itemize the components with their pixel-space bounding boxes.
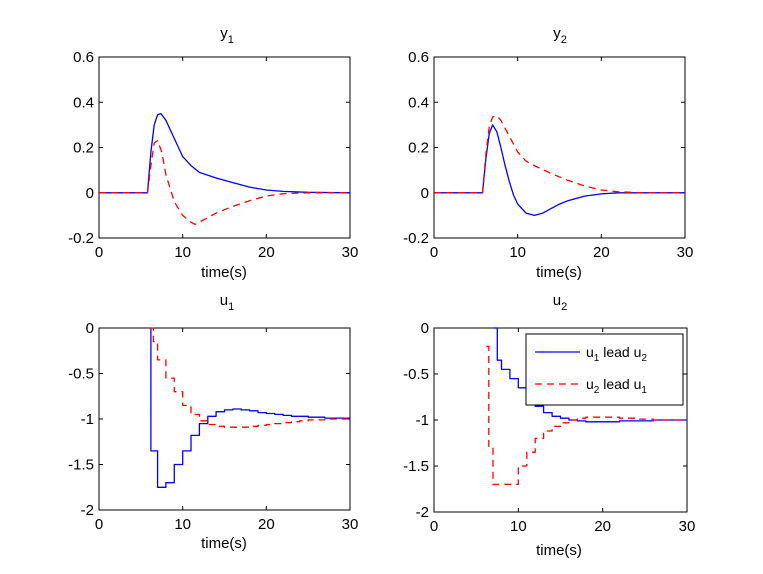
y-tick-label: 0.2 xyxy=(73,140,94,157)
x-tick-label: 0 xyxy=(95,516,103,533)
panel-u1: u1 0 10 20 30 -2 -1.5 -1 -0.5 0 time(s) xyxy=(68,292,358,552)
axis-ticks: 0 10 20 30-0.200.20.40.6 xyxy=(68,49,358,261)
y-tick-label: -0.2 xyxy=(68,230,94,247)
panel-title: y2 xyxy=(553,25,567,46)
plot-area xyxy=(98,327,351,511)
legend-entry-u2-lead-u1: u2 lead u1 xyxy=(586,376,647,396)
y-tick-label: -1 xyxy=(81,411,94,428)
series-group xyxy=(149,327,350,488)
panel-title: y1 xyxy=(220,25,234,46)
series-line-red-dashed xyxy=(99,140,350,226)
x-tick-label: 10 xyxy=(174,244,191,261)
x-tick-label: 20 xyxy=(594,518,611,535)
x-tick-label: 30 xyxy=(677,244,694,261)
axis-ticks: 0 10 20 30 -2 -1.5 -1 -0.5 0 xyxy=(68,320,358,533)
y-tick-label: 0.4 xyxy=(73,94,94,111)
series-group xyxy=(99,112,351,226)
y-tick-label: -0.5 xyxy=(403,366,429,383)
series-line-red-dashed xyxy=(149,327,350,428)
y-tick-label: 0.4 xyxy=(408,94,429,111)
y-tick-label: -0.5 xyxy=(68,366,94,383)
y-tick-label: -2 xyxy=(416,504,429,521)
x-tick-label: 20 xyxy=(258,244,275,261)
plot-area xyxy=(433,56,686,239)
y-tick-label: 0 xyxy=(421,185,429,202)
axis-ticks: 0 10 20 30 -2 -1.5 -1 -0.5 0 xyxy=(403,320,695,535)
series-line-red-dashed xyxy=(486,345,687,486)
x-axis-label: time(s) xyxy=(201,264,247,281)
series-line-blue-solid xyxy=(493,327,687,423)
x-tick-label: 20 xyxy=(258,516,275,533)
y-tick-label: 0.6 xyxy=(408,49,429,66)
x-tick-label: 10 xyxy=(510,518,527,535)
x-tick-label: 0 xyxy=(95,244,103,261)
panel-u2: u2 0 10 20 30 -2 -1.5 -1 -0.5 0 time(s) u1 lead … xyxy=(403,292,695,559)
x-axis-label: time(s) xyxy=(201,535,247,552)
legend: u1 lead u2 u2 lead u1 xyxy=(525,333,684,406)
panel-title: u2 xyxy=(553,292,567,313)
x-axis-label: time(s) xyxy=(536,542,582,559)
x-axis-label: time(s) xyxy=(536,264,582,281)
legend-entry-u1-lead-u2: u1 lead u2 xyxy=(586,344,647,364)
plot-area xyxy=(98,56,351,239)
x-tick-label: 10 xyxy=(174,516,191,533)
series-line-blue-solid xyxy=(149,327,350,488)
series-line-red-dashed xyxy=(434,115,685,194)
x-tick-label: 30 xyxy=(342,244,359,261)
series-line-blue-solid xyxy=(99,112,351,194)
y-tick-label: -1 xyxy=(416,412,429,429)
axis-ticks: 0 10 20 30-0.200.20.40.6 xyxy=(403,49,693,261)
panel-title: u1 xyxy=(220,292,234,313)
series-group xyxy=(486,327,687,486)
x-tick-label: 0 xyxy=(430,518,438,535)
x-tick-label: 20 xyxy=(593,244,610,261)
x-tick-label: 0 xyxy=(430,244,438,261)
legend-box xyxy=(525,333,684,406)
series-group xyxy=(434,115,685,217)
y-tick-label: -1.5 xyxy=(403,458,429,475)
panel-y2: y2 0 10 20 30-0.200.20.40.6 time(s) xyxy=(403,25,693,281)
panel-y1: y1 0 10 20 30-0.200.20.40.6 time(s) xyxy=(68,25,358,281)
x-tick-label: 30 xyxy=(342,516,359,533)
x-tick-label: 10 xyxy=(509,244,526,261)
y-tick-label: 0 xyxy=(421,320,429,337)
series-line-blue-solid xyxy=(434,124,685,217)
y-tick-label: 0 xyxy=(86,320,94,337)
y-tick-label: -0.2 xyxy=(403,230,429,247)
y-tick-label: -1.5 xyxy=(68,457,94,474)
y-tick-label: -2 xyxy=(81,502,94,519)
y-tick-label: 0.2 xyxy=(408,140,429,157)
x-tick-label: 30 xyxy=(679,518,696,535)
y-tick-label: 0.6 xyxy=(73,49,94,66)
y-tick-label: 0 xyxy=(86,185,94,202)
